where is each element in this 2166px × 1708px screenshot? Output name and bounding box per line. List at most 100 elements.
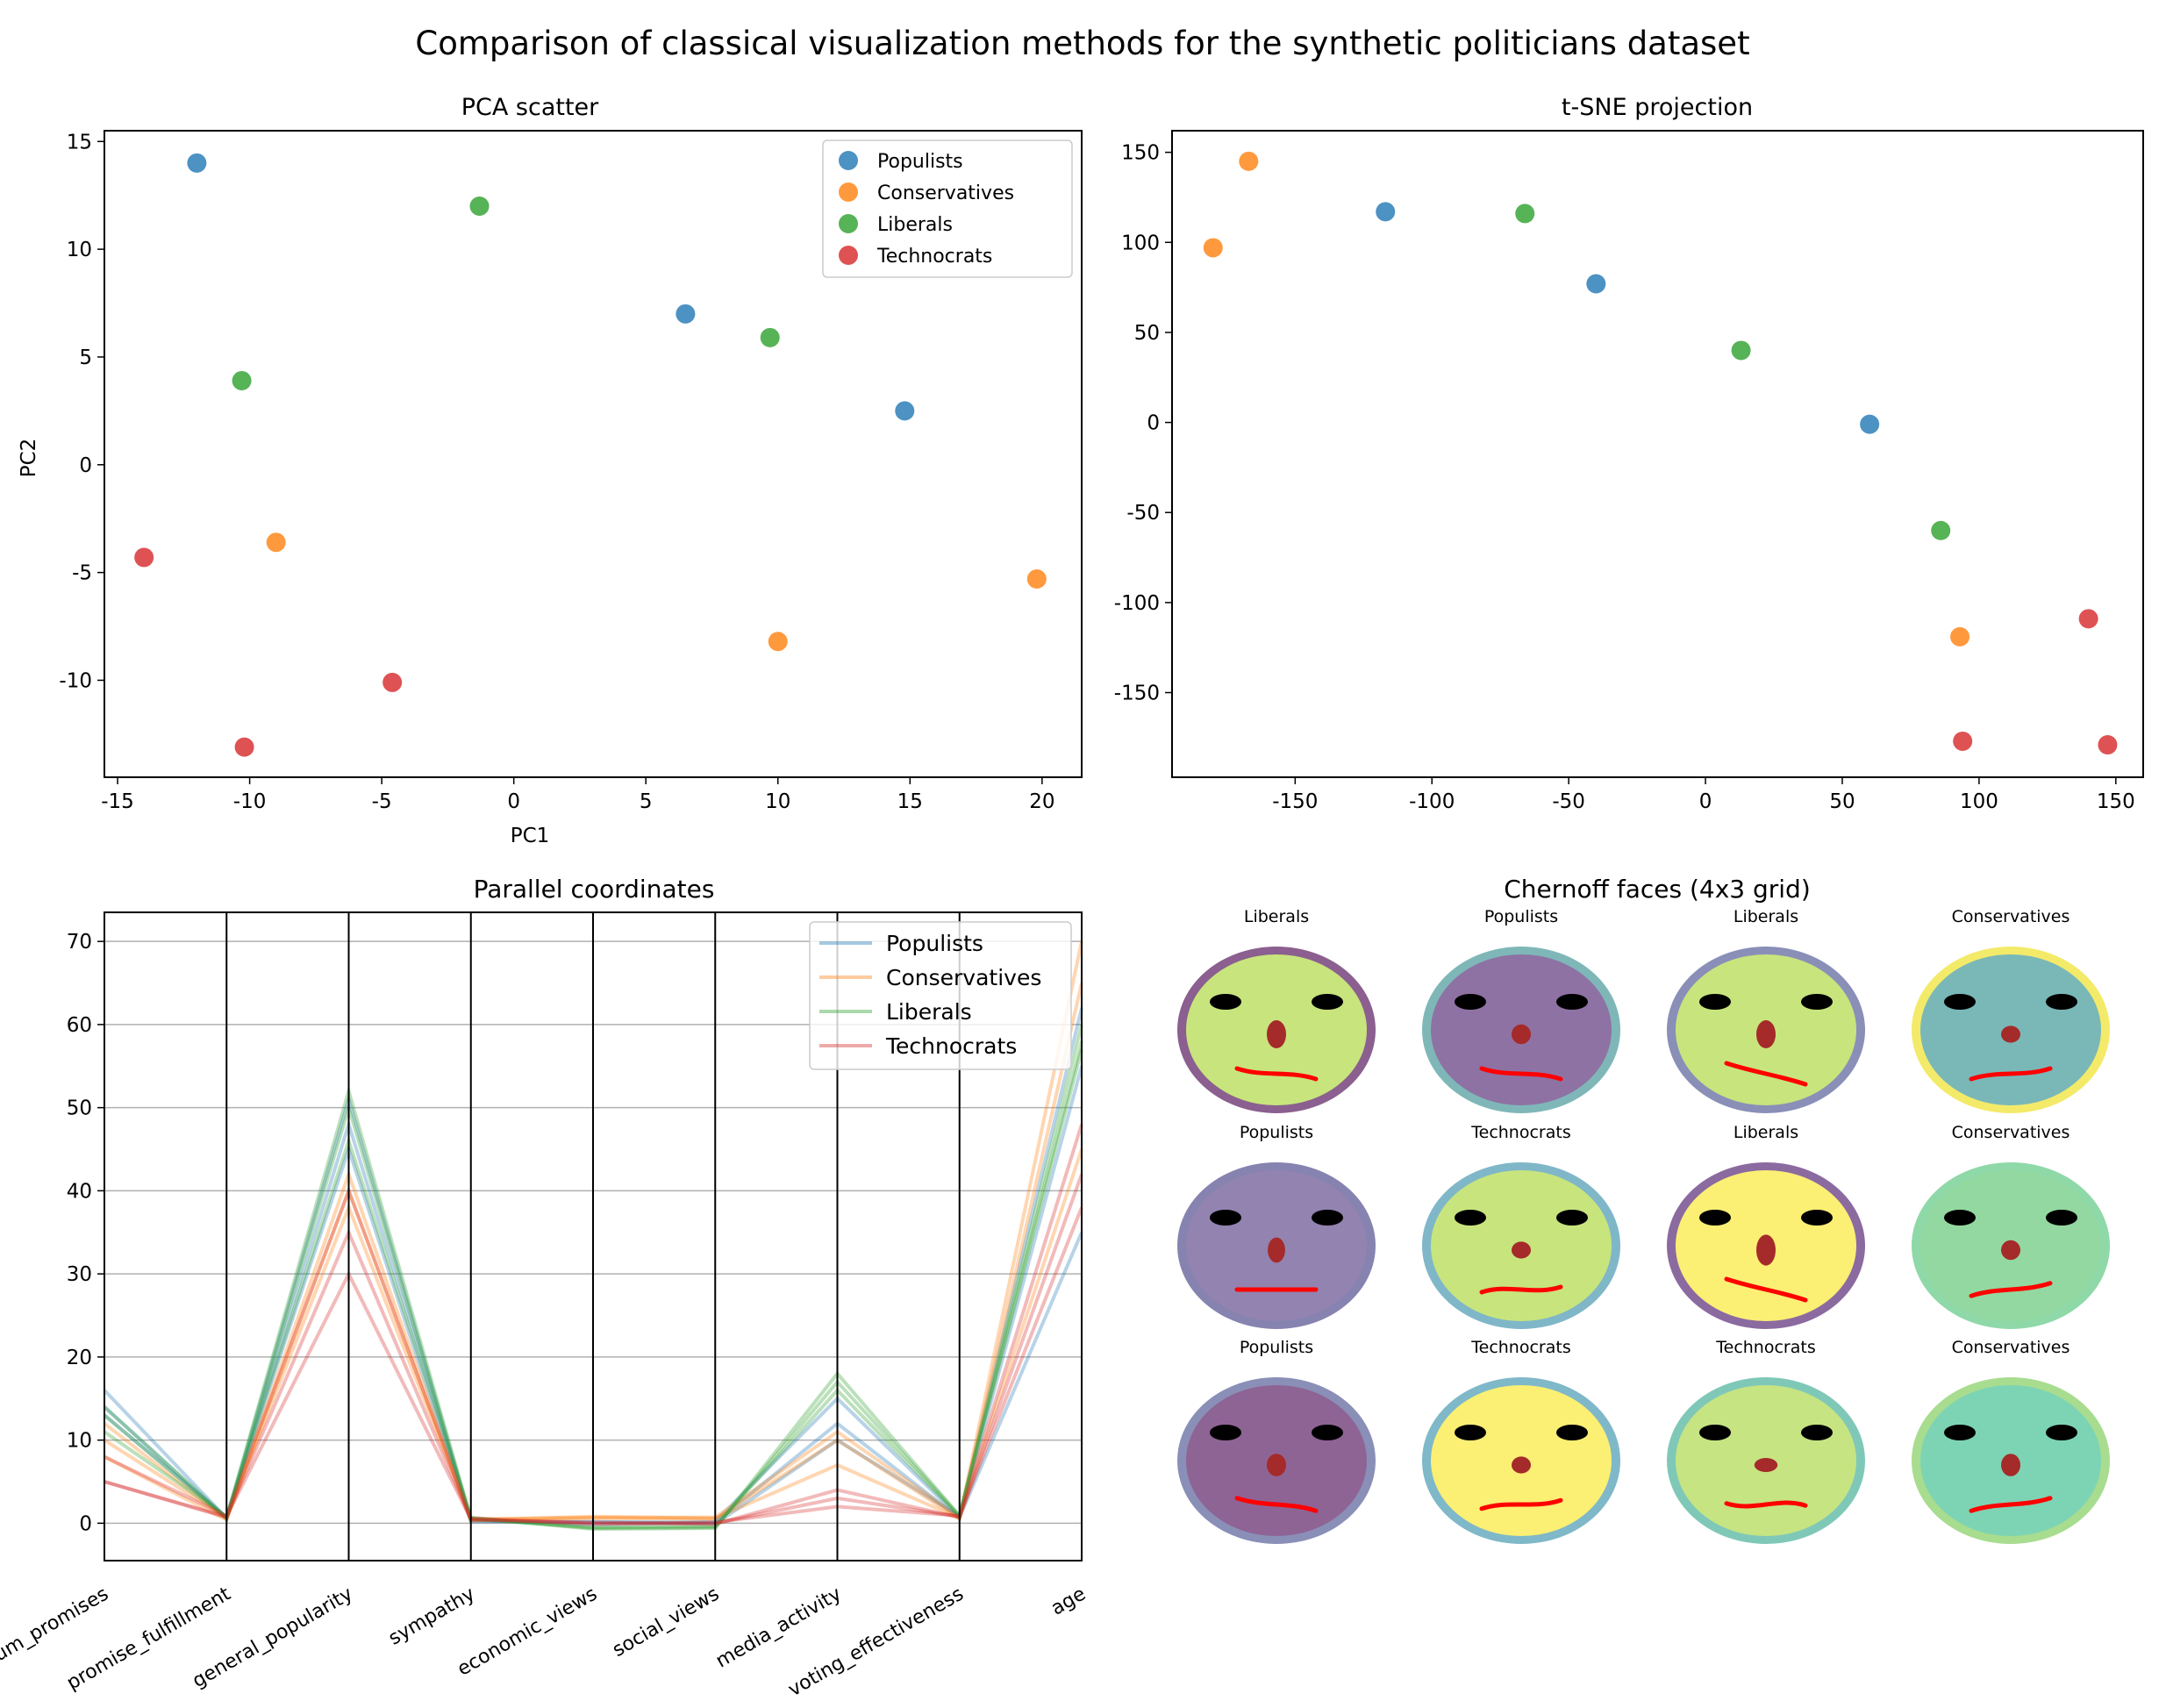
pca-point-populists (676, 304, 696, 324)
tsne-ytick-label: -50 (1126, 502, 1160, 525)
chernoff-left-eye (1210, 1425, 1241, 1440)
chernoff-face-label: Populists (1240, 1338, 1313, 1357)
pca-xtick-label: 20 (1029, 790, 1054, 813)
tsne-xtick-label: 50 (1829, 790, 1855, 813)
pca-ytick-label: -5 (72, 562, 92, 585)
chernoff-right-eye (1556, 1210, 1588, 1226)
pca-point-liberals (469, 196, 490, 216)
chernoff-face: Liberals (1667, 907, 1865, 1113)
pca-point-conservatives (768, 632, 788, 652)
chernoff-face: Conservatives (1912, 1338, 2110, 1544)
chernoff-right-eye (1801, 994, 1833, 1010)
tsne-xtick-label: 0 (1699, 790, 1712, 813)
chernoff-right-eye (1312, 994, 1343, 1010)
figure-suptitle: Comparison of classical visualization me… (415, 25, 1749, 62)
chernoff-nose (2001, 1026, 2020, 1043)
chernoff-face: Technocrats (1667, 1338, 1865, 1544)
tsne-point-technocrats (2078, 609, 2098, 629)
chernoff-left-eye (1455, 1210, 1486, 1226)
chernoff-left-eye (1210, 994, 1241, 1010)
chernoff-nose (1512, 1024, 1531, 1045)
chernoff-left-eye (1455, 994, 1486, 1010)
chernoff-right-eye (1556, 994, 1588, 1010)
pca-xtick-label: 15 (897, 790, 923, 813)
tsne-xtick-label: -150 (1272, 790, 1318, 813)
pca-legend-box (822, 139, 1073, 278)
chernoff-face: Populists (1177, 1338, 1376, 1544)
chernoff-left-eye (1210, 1210, 1241, 1226)
pca-axes-frame (104, 130, 1083, 778)
chernoff-face: Populists (1422, 907, 1620, 1113)
parallel-title: Parallel coordinates (474, 875, 715, 904)
tsne-ytick-label: 0 (1147, 412, 1160, 435)
tsne-ytick-label: 150 (1121, 142, 1160, 165)
tsne-scatter-panel: t-SNE projection -150 -100 -50 0 50 100 150 150… (1114, 94, 2144, 813)
chernoff-mouth (1724, 1276, 1808, 1303)
pca-point-liberals (232, 370, 252, 390)
tsne-point-liberals (1731, 340, 1751, 361)
chernoff-faces-panel: Chernoff faces (4x3 grid) Liberals Populi… (1177, 875, 2110, 1544)
chernoff-face-label: Populists (1240, 1123, 1313, 1142)
tsne-point-populists (1586, 274, 1606, 294)
chernoff-right-eye (1556, 1425, 1588, 1440)
chernoff-nose (1267, 1020, 1286, 1048)
tsne-point-technocrats (2098, 735, 2118, 755)
parallel-ytick-label: 60 (67, 1014, 92, 1037)
tsne-point-conservatives (1203, 238, 1223, 258)
tsne-ytick-label: -100 (1114, 592, 1160, 615)
tsne-xtick-label: -50 (1552, 790, 1585, 813)
chernoff-mouth (1969, 1066, 2053, 1082)
parallel-legend-label: Populists (886, 931, 983, 956)
pca-point-technocrats (134, 547, 154, 568)
tsne-xtick-label: 100 (1960, 790, 1998, 813)
pca-point-populists (895, 401, 915, 421)
chernoff-face-label: Conservatives (1952, 1338, 2070, 1357)
chernoff-nose (2001, 1240, 2020, 1261)
parallel-ytick-label: 50 (67, 1097, 92, 1120)
pca-legend-marker (839, 214, 858, 233)
parallel-ytick-label: 10 (67, 1430, 92, 1453)
tsne-point-technocrats (1953, 731, 1973, 751)
chernoff-right-eye (1312, 1425, 1343, 1440)
chernoff-right-eye (1801, 1210, 1833, 1226)
parallel-ytick-label: 40 (67, 1180, 92, 1203)
pca-point-technocrats (382, 672, 403, 692)
chernoff-face-label: Liberals (1734, 1123, 1798, 1142)
chernoff-left-eye (1699, 1210, 1731, 1226)
pca-point-populists (187, 153, 207, 173)
chernoff-nose (1756, 1234, 1776, 1266)
pca-point-technocrats (234, 737, 254, 757)
chernoff-mouth (1479, 1497, 1563, 1511)
chernoff-nose (1754, 1458, 1778, 1472)
tsne-ytick-label: 100 (1121, 232, 1160, 254)
chernoff-nose (2001, 1454, 2020, 1476)
pca-point-conservatives (1026, 568, 1047, 589)
parallel-ytick-label: 30 (67, 1263, 92, 1286)
tsne-point-conservatives (1239, 151, 1259, 171)
chernoff-nose (1267, 1454, 1286, 1476)
pca-ytick-label: 15 (67, 131, 92, 154)
tsne-point-populists (1860, 414, 1880, 434)
pca-legend-label: Technocrats (876, 246, 992, 268)
chernoff-right-eye (1312, 1210, 1343, 1226)
pca-legend-marker (839, 246, 858, 265)
chernoff-face-label: Liberals (1244, 907, 1309, 926)
chernoff-face: Technocrats (1422, 1338, 1620, 1544)
pca-xlabel: PC1 (511, 825, 550, 847)
chernoff-right-eye (1801, 1425, 1833, 1440)
parallel-ytick-label: 70 (67, 931, 92, 954)
pca-ytick-label: 5 (79, 347, 92, 369)
chernoff-face: Liberals (1667, 1123, 1865, 1329)
parallel-legend: Populists Conservatives Liberals Technocrat… (809, 921, 1072, 1070)
chernoff-mouth (1479, 1066, 1563, 1082)
chernoff-right-eye (2046, 994, 2077, 1010)
chernoff-mouth (1479, 1284, 1563, 1295)
chernoff-left-eye (1944, 994, 1976, 1010)
chernoff-face-label: Technocrats (1470, 1338, 1570, 1357)
tsne-title: t-SNE projection (1562, 94, 1753, 121)
tsne-point-liberals (1931, 520, 1951, 540)
parallel-axis-label: age (1047, 1583, 1090, 1620)
tsne-axes-frame (1171, 130, 2144, 778)
tsne-point-conservatives (1950, 626, 1970, 647)
chernoff-nose (1512, 1456, 1531, 1474)
